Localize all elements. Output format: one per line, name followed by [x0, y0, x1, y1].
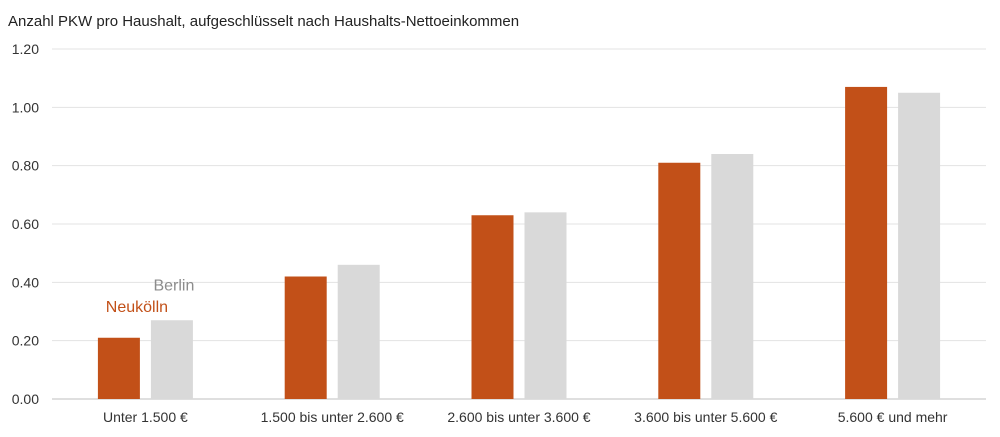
x-category-label: 2.600 bis unter 3.600 €	[447, 409, 590, 425]
bar-berlin	[524, 212, 567, 399]
bar-berlin	[150, 320, 193, 399]
bars	[97, 86, 941, 400]
y-axis-ticks: 0.00 0.20 0.40 0.60 0.80 1.00 1.20	[12, 41, 39, 407]
series-label-berlin: Berlin	[153, 277, 194, 294]
x-category-label: 1.500 bis unter 2.600 €	[261, 409, 404, 425]
x-axis-labels: Unter 1.500 € 1.500 bis unter 2.600 € 2.60…	[103, 409, 948, 425]
bar-neukoelln	[658, 162, 701, 399]
y-tick-label: 1.20	[12, 41, 39, 57]
y-tick-label: 0.20	[12, 333, 39, 349]
y-tick-label: 0.00	[12, 391, 39, 407]
bar-neukoelln	[284, 276, 327, 399]
bar-berlin	[711, 154, 754, 399]
y-tick-label: 1.00	[12, 99, 39, 115]
y-tick-label: 0.60	[12, 216, 39, 232]
gridlines	[52, 48, 986, 400]
bar-berlin	[898, 92, 941, 399]
x-category-label: Unter 1.500 €	[103, 409, 188, 425]
y-tick-label: 0.40	[12, 274, 39, 290]
x-category-label: 5.600 € und mehr	[838, 409, 948, 425]
bar-neukoelln	[471, 215, 514, 399]
series-label-neukoelln: Neukölln	[106, 299, 168, 316]
y-tick-label: 0.80	[12, 158, 39, 174]
x-category-label: 3.600 bis unter 5.600 €	[634, 409, 777, 425]
bar-neukoelln	[97, 337, 140, 399]
bar-berlin	[337, 264, 380, 399]
chart-title: Anzahl PKW pro Haushalt, aufgeschlüsselt…	[8, 13, 520, 30]
bar-neukoelln	[845, 86, 888, 400]
series-labels: Neukölln Berlin	[106, 277, 195, 316]
